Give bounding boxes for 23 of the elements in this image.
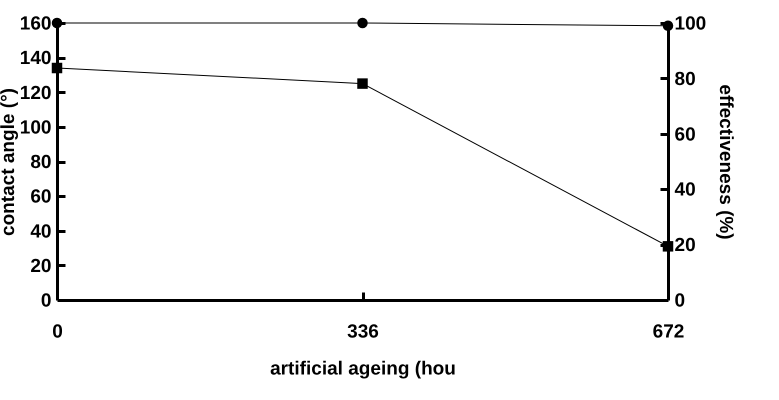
x-tick-label: 336 [347, 322, 379, 342]
point [52, 62, 62, 74]
y-tick-label: 140 [20, 48, 52, 70]
y2-tick-label: 60 [674, 124, 696, 146]
y-tick-label: 120 [20, 82, 52, 104]
y-tick-label: 40 [30, 221, 52, 242]
x-axis-title: artificial ageing (hou [270, 358, 456, 380]
y-tick-label: 100 [20, 117, 52, 138]
y-tick-label: 20 [30, 256, 52, 277]
y-tick-label: 60 [30, 186, 52, 208]
point [662, 241, 674, 252]
y-tick-label: 80 [30, 152, 52, 173]
y2-tick-label: 40 [674, 180, 696, 201]
y2-axis-title: effectiveness (%) [715, 84, 736, 240]
y2-tick-label: 100 [674, 14, 706, 34]
y-axis-title: contact angle (°) [0, 88, 19, 236]
point [357, 78, 368, 89]
y2-tick-label: 80 [674, 68, 696, 90]
y-tick-label: 0 [40, 290, 52, 312]
y2-tick-label: 0 [674, 290, 686, 312]
x-tick-label: 672 [652, 322, 684, 342]
y2-tick-label: 20 [674, 235, 696, 256]
y-tick-label: 160 [20, 14, 52, 34]
